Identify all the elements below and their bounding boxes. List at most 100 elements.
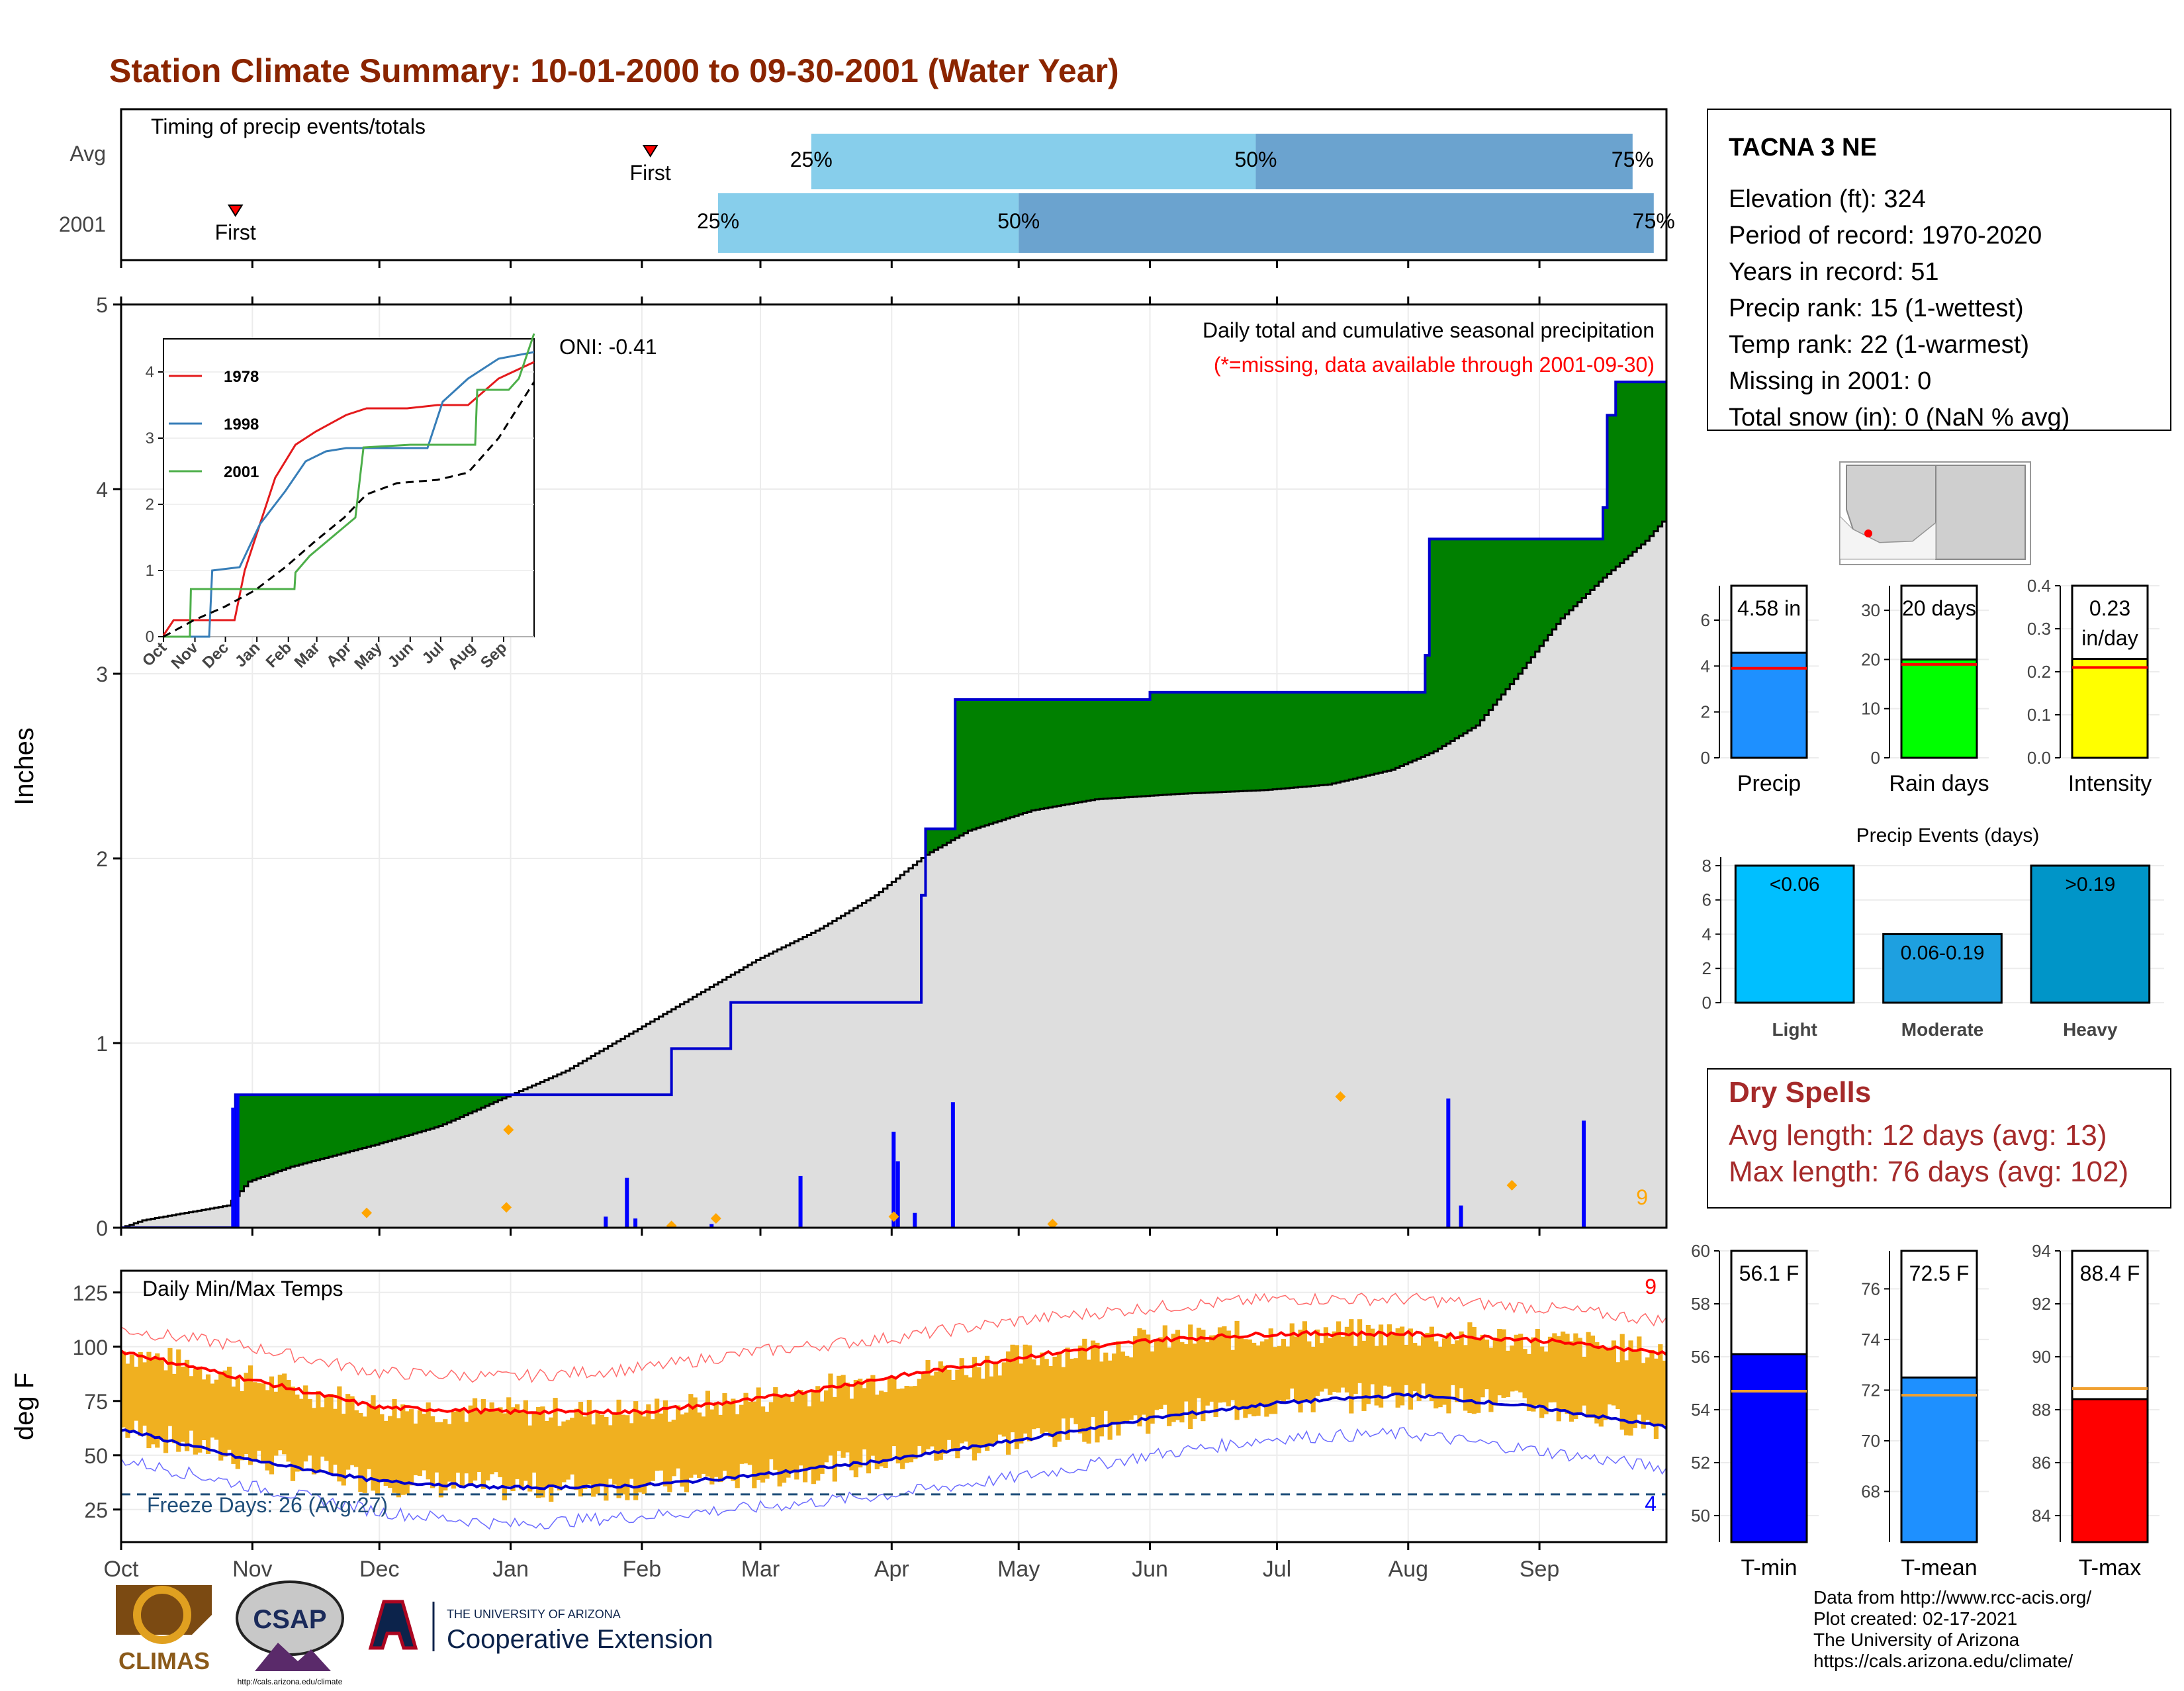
above-avg-fill [426, 1095, 431, 1130]
record-precip-marker [361, 1207, 373, 1218]
mini-y-tick-label: 50 [1691, 1506, 1710, 1526]
above-avg-fill [1319, 692, 1324, 786]
daily-temp-bar [900, 1388, 905, 1469]
above-avg-fill [1565, 539, 1570, 615]
above-avg-fill [316, 1095, 321, 1160]
daily-temp-bar [1441, 1338, 1447, 1405]
daily-temp-bar [1539, 1346, 1545, 1418]
mini-y-tick-label: 20 [1861, 649, 1880, 669]
timing-pct-label: 75% [1612, 148, 1654, 171]
daily-temp-bar [1603, 1347, 1608, 1420]
daily-temp-bar [578, 1402, 584, 1497]
mini-y-tick-label: 52 [1691, 1453, 1710, 1473]
station-line: Period of record: 1970-2020 [1729, 222, 2042, 250]
daily-temp-bar [591, 1424, 596, 1497]
daily-temp-bar [142, 1362, 148, 1426]
daily-temp-bar [1040, 1352, 1045, 1434]
daily-temp-bar [1268, 1328, 1273, 1414]
daily-temp-bar [303, 1385, 308, 1462]
mini-category-label: T-min [1741, 1555, 1797, 1580]
above-avg-fill [938, 829, 943, 848]
daily-temp-bar [764, 1412, 770, 1479]
daily-temp-bar [616, 1399, 621, 1498]
daily-temp-bar [506, 1397, 512, 1486]
timing-bar-q25-q50 [718, 193, 1019, 253]
above-avg-fill [468, 1095, 473, 1114]
daily-temp-bar [633, 1401, 639, 1500]
above-avg-fill [1658, 382, 1663, 527]
dry-spells-avg: Avg length: 12 days (avg: 13) [1729, 1119, 2107, 1152]
events-bar-label: <0.06 [1770, 874, 1820, 895]
daily-precip-bar [895, 1161, 900, 1228]
events-category-label: Heavy [2063, 1019, 2118, 1040]
above-avg-fill [240, 1095, 245, 1191]
above-avg-fill [324, 1095, 330, 1158]
daily-temp-bar [1501, 1329, 1506, 1398]
above-avg-fill [1429, 539, 1434, 753]
daily-temp-bar [1471, 1326, 1477, 1414]
above-avg-fill [1006, 700, 1011, 819]
above-avg-fill [959, 700, 964, 836]
mini-y-tick-label: 10 [1861, 699, 1880, 719]
events-bar [2030, 864, 2151, 1004]
mini-bar [1900, 1376, 1978, 1543]
above-avg-fill [1365, 692, 1371, 776]
daily-temp-bar [1273, 1347, 1278, 1414]
temp-high-count: 9 [1645, 1275, 1657, 1299]
daily-temp-bar [1349, 1319, 1354, 1414]
above-avg-fill [498, 1095, 503, 1101]
events-y-tick-label: 6 [1702, 890, 1711, 910]
mini-category-label: T-mean [1901, 1555, 1977, 1580]
above-avg-fill [434, 1095, 439, 1128]
above-avg-fill [1383, 692, 1388, 772]
daily-temp-bar [752, 1401, 757, 1488]
events-category-label: Light [1772, 1019, 1817, 1040]
daily-temp-bar [756, 1387, 761, 1481]
above-avg-fill [1247, 692, 1252, 791]
daily-temp-bar [400, 1404, 406, 1495]
daily-temp-bar [1437, 1346, 1443, 1408]
daily-temp-bar [938, 1361, 943, 1460]
daily-temp-bar [692, 1397, 698, 1475]
daily-temp-bar [1488, 1348, 1494, 1412]
above-avg-fill [1277, 692, 1282, 790]
dry-spells-frame [1707, 1068, 2171, 1209]
above-avg-fill [985, 700, 990, 825]
above-avg-fill [1040, 700, 1045, 809]
daily-temp-bar [1658, 1344, 1663, 1426]
above-avg-fill [1264, 692, 1269, 790]
daily-temp-bar [1188, 1324, 1193, 1430]
daily-temp-bar [1619, 1334, 1625, 1430]
daily-temp-bar [367, 1403, 372, 1469]
above-avg-fill [388, 1095, 393, 1141]
above-avg-fill [451, 1095, 456, 1121]
above-avg-fill [1594, 539, 1600, 586]
daily-temp-bar [735, 1414, 740, 1488]
daily-temp-bar [477, 1412, 482, 1473]
daily-temp-bar [434, 1422, 439, 1473]
y-tick-label: 0 [96, 1216, 108, 1240]
daily-temp-bar [1141, 1330, 1146, 1415]
above-avg-fill [1044, 700, 1049, 809]
daily-temp-bar [240, 1391, 245, 1461]
mini-y-tick-label: 0.2 [2027, 662, 2051, 682]
daily-temp-bar [883, 1392, 888, 1469]
daily-precip-bar [604, 1216, 608, 1228]
daily-temp-bar [1383, 1345, 1388, 1386]
daily-temp-bar [557, 1426, 563, 1490]
above-avg-fill [1480, 539, 1485, 721]
daily-temp-bar [1044, 1359, 1049, 1432]
daily-temp-bar [743, 1393, 749, 1464]
mini-y-tick-label: 72 [1861, 1380, 1880, 1400]
above-avg-fill [1467, 539, 1473, 731]
above-avg-fill [1437, 539, 1443, 749]
daily-temp-bar [1001, 1362, 1007, 1437]
above-avg-fill [1404, 692, 1409, 764]
daily-temp-bar [972, 1357, 978, 1461]
above-avg-fill [295, 1095, 300, 1166]
daily-temp-bar [265, 1390, 270, 1471]
daily-temp-bar [1222, 1326, 1227, 1402]
daily-temp-bar [887, 1377, 893, 1459]
above-avg-fill [1090, 700, 1095, 800]
above-avg-fill [1128, 700, 1134, 798]
